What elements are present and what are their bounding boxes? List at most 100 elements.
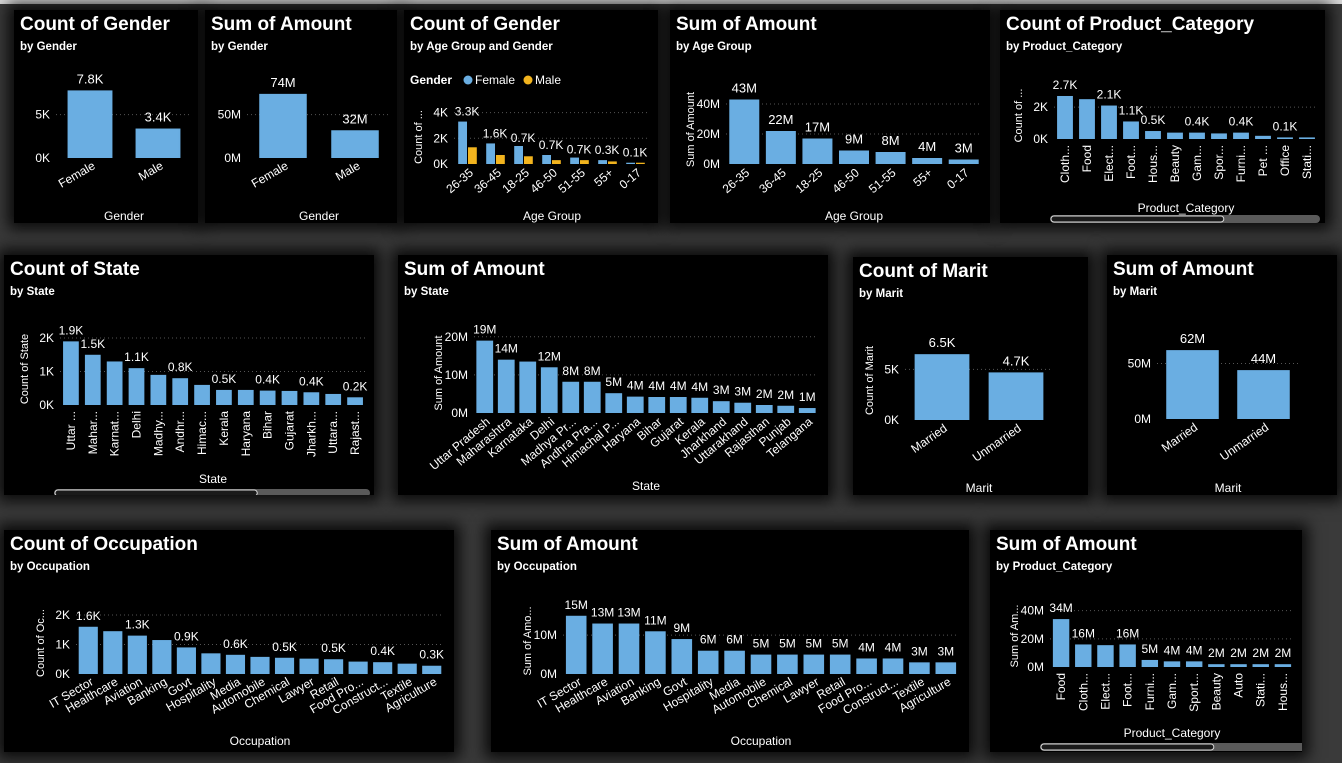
bar[interactable] bbox=[734, 402, 752, 413]
bar[interactable] bbox=[299, 658, 319, 674]
bar[interactable] bbox=[1163, 661, 1181, 667]
bar[interactable] bbox=[645, 631, 666, 674]
bar[interactable] bbox=[128, 368, 145, 405]
bar[interactable] bbox=[237, 389, 254, 405]
bar[interactable] bbox=[397, 663, 417, 674]
bar[interactable] bbox=[777, 654, 798, 674]
bar[interactable] bbox=[988, 372, 1044, 420]
bar[interactable] bbox=[497, 359, 515, 413]
bar[interactable] bbox=[259, 390, 276, 405]
bar[interactable] bbox=[519, 361, 537, 413]
bar[interactable] bbox=[1277, 137, 1293, 139]
bar-male[interactable] bbox=[552, 160, 561, 164]
bar[interactable] bbox=[562, 381, 580, 413]
bar[interactable] bbox=[1274, 664, 1292, 667]
bar-female[interactable] bbox=[486, 143, 495, 164]
bar[interactable] bbox=[250, 656, 270, 674]
bar[interactable] bbox=[1208, 664, 1225, 667]
bar[interactable] bbox=[669, 397, 687, 413]
chart-count-of-gender[interactable]: Count of Gender by Gender 0K 5K 7.8K 3.4K Fe… bbox=[14, 10, 198, 223]
bar[interactable] bbox=[755, 405, 773, 413]
chart-sum-amount-by-occupation[interactable]: Sum of Amount by Occupation 0M 10M Sum of … bbox=[491, 530, 969, 752]
legend-item[interactable]: Male bbox=[535, 73, 561, 87]
bar[interactable] bbox=[1141, 659, 1159, 667]
bar[interactable] bbox=[150, 374, 167, 405]
scrollbar-thumb[interactable] bbox=[1050, 215, 1225, 223]
bar[interactable] bbox=[1052, 619, 1070, 667]
bar[interactable] bbox=[1166, 350, 1219, 419]
bar[interactable] bbox=[777, 405, 795, 413]
bar[interactable] bbox=[106, 361, 123, 405]
bar[interactable] bbox=[803, 654, 825, 674]
bar[interactable] bbox=[618, 623, 640, 674]
bar[interactable] bbox=[1101, 105, 1117, 139]
chart-count-product-category[interactable]: Count of Product_Category by Product_Cat… bbox=[1000, 10, 1325, 223]
bar-female[interactable] bbox=[514, 146, 523, 164]
bar[interactable] bbox=[373, 662, 393, 674]
bar[interactable] bbox=[225, 654, 246, 674]
bar[interactable] bbox=[875, 152, 906, 164]
bar-female[interactable] bbox=[458, 121, 467, 164]
bar[interactable] bbox=[1252, 664, 1269, 667]
scrollbar-thumb[interactable] bbox=[54, 489, 258, 495]
bar[interactable] bbox=[1299, 137, 1315, 139]
bar[interactable] bbox=[565, 615, 587, 674]
bar[interactable] bbox=[648, 397, 666, 413]
bar[interactable] bbox=[583, 381, 601, 413]
bar[interactable] bbox=[325, 393, 342, 405]
bar[interactable] bbox=[948, 159, 979, 165]
bar[interactable] bbox=[1230, 664, 1247, 667]
bar[interactable] bbox=[605, 393, 623, 413]
bar[interactable] bbox=[259, 93, 307, 158]
bar[interactable] bbox=[176, 647, 196, 674]
chart-sum-amount-by-gender[interactable]: Sum of Amount by Gender 0M 50M 74M 32M Femal… bbox=[205, 10, 397, 223]
chart-sum-amount-by-product-category[interactable]: Sum of Amount by Product_Category 0M 20M 4… bbox=[990, 530, 1302, 752]
bar[interactable] bbox=[626, 396, 644, 413]
bar[interactable] bbox=[912, 158, 943, 164]
bar-female[interactable] bbox=[626, 162, 635, 164]
bar[interactable] bbox=[839, 150, 869, 165]
bar[interactable] bbox=[194, 384, 210, 405]
bar[interactable] bbox=[729, 99, 760, 165]
bar[interactable] bbox=[135, 128, 181, 158]
bar[interactable] bbox=[281, 390, 298, 405]
bar[interactable] bbox=[127, 635, 147, 674]
bar[interactable] bbox=[724, 650, 745, 674]
bar[interactable] bbox=[856, 658, 877, 674]
bar[interactable] bbox=[1123, 121, 1139, 139]
bar[interactable] bbox=[331, 130, 379, 158]
bar-male[interactable] bbox=[636, 162, 645, 164]
bar[interactable] bbox=[697, 650, 719, 674]
bar[interactable] bbox=[1057, 95, 1073, 139]
bar[interactable] bbox=[798, 408, 816, 413]
bar-male[interactable] bbox=[468, 147, 477, 164]
bar[interactable] bbox=[1097, 645, 1114, 667]
bar[interactable] bbox=[324, 659, 344, 674]
bar[interactable] bbox=[909, 662, 930, 674]
bar[interactable] bbox=[765, 131, 796, 164]
bar[interactable] bbox=[274, 657, 295, 674]
bar-male[interactable] bbox=[524, 156, 533, 164]
bar[interactable] bbox=[1079, 99, 1095, 139]
bar-male[interactable] bbox=[496, 155, 505, 164]
chart-sum-amount-by-age-group[interactable]: Sum of Amount by Age Group 0M 20M 40M Sum o… bbox=[670, 10, 990, 223]
chart-sum-amount-by-marit[interactable]: Sum of Amount by Marit 0M 50M 62M 44M Marrie… bbox=[1107, 255, 1337, 495]
bar[interactable] bbox=[1233, 132, 1249, 139]
bar[interactable] bbox=[1189, 132, 1205, 139]
bar[interactable] bbox=[84, 354, 101, 405]
bar[interactable] bbox=[802, 138, 833, 165]
bar[interactable] bbox=[671, 639, 693, 674]
bar[interactable] bbox=[216, 389, 232, 405]
bar[interactable] bbox=[914, 354, 970, 420]
bar[interactable] bbox=[691, 397, 709, 413]
bar[interactable] bbox=[347, 397, 363, 405]
bar-female[interactable] bbox=[598, 160, 607, 164]
bar[interactable] bbox=[1237, 370, 1290, 419]
bar[interactable] bbox=[829, 654, 851, 674]
bar[interactable] bbox=[540, 367, 558, 413]
bar[interactable] bbox=[750, 654, 772, 674]
chart-count-of-marit[interactable]: Count of Marit by Marit 0K 5K Count of Mar… bbox=[853, 257, 1088, 495]
bar[interactable] bbox=[712, 401, 730, 413]
bar-male[interactable] bbox=[608, 161, 617, 164]
bar[interactable] bbox=[1167, 132, 1183, 139]
